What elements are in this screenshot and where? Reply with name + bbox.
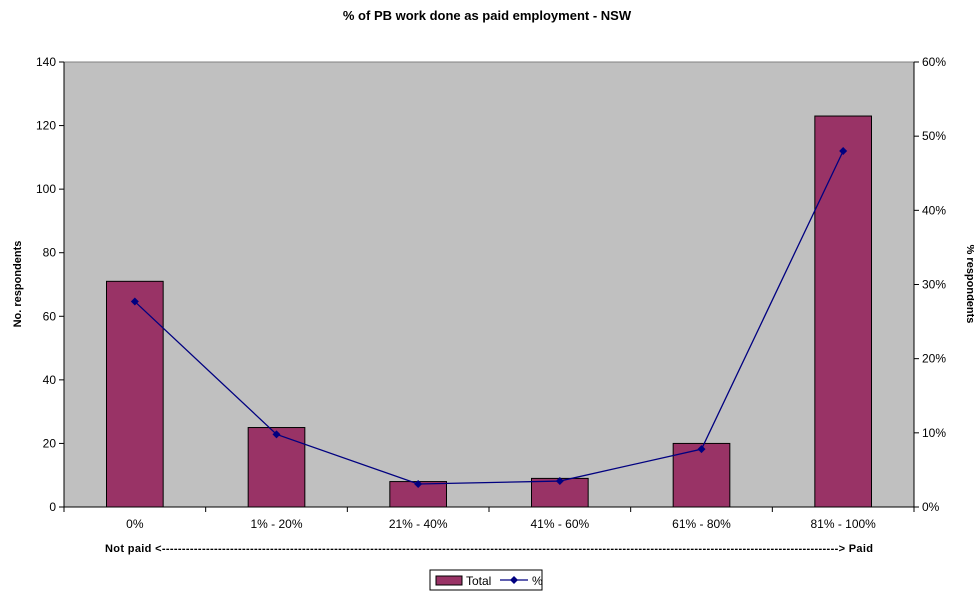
y2-tick-label: 10% [922,426,946,440]
y-tick-label: 40 [43,373,57,387]
x-tick-label: 0% [126,517,144,531]
axes: 0 20 40 60 80 100 120 140 0% 10% 20% 30% 40% 50% 60% 0%… [36,55,946,531]
y2-tick-label: 0% [922,500,940,514]
y-tick-label: 120 [36,119,56,133]
line-point [697,445,706,454]
legend-swatch-total [435,575,463,586]
line-point [839,147,848,155]
legend-label-percent: % [532,574,543,588]
y2-tick-label: 60% [922,55,946,69]
legend-marker-percent [510,576,518,584]
y2-axis-title: % respondents [964,245,974,324]
line-series [130,147,848,489]
y2-tick-label: 40% [922,203,946,217]
bar [247,427,306,508]
x-axis-annotation: Not paid <------------------------------… [105,543,873,555]
x-tick-label: 21% - 40% [389,517,448,531]
x-tick-label: 81% - 100% [810,517,876,531]
y-axis-title: No. respondents [12,241,24,328]
plot-area [63,61,915,508]
line-point [272,430,281,439]
y-tick-label: 0 [49,500,56,514]
bar [531,477,589,508]
line-point [555,477,564,486]
bar [106,280,164,508]
y-tick-label: 80 [43,246,57,260]
y-tick-label: 140 [36,55,56,69]
x-tick-label: 41% - 60% [530,517,589,531]
y-tick-label: 20 [43,436,57,450]
legend: Total % [429,569,543,591]
y2-tick-label: 50% [922,129,946,143]
x-tick-label: 61% - 80% [672,517,731,531]
y2-tick-label: 20% [922,352,946,366]
bar [814,115,872,508]
x-tick-label: 1% - 20% [250,517,302,531]
line-point [130,297,139,306]
legend-label-total: Total [466,574,491,588]
line-point [414,480,423,489]
y2-tick-label: 30% [922,278,946,292]
y-tick-label: 100 [36,182,56,196]
y-tick-label: 60 [43,309,57,323]
series-line [134,150,844,485]
chart-title: % of PB work done as paid employment - N… [343,8,632,23]
